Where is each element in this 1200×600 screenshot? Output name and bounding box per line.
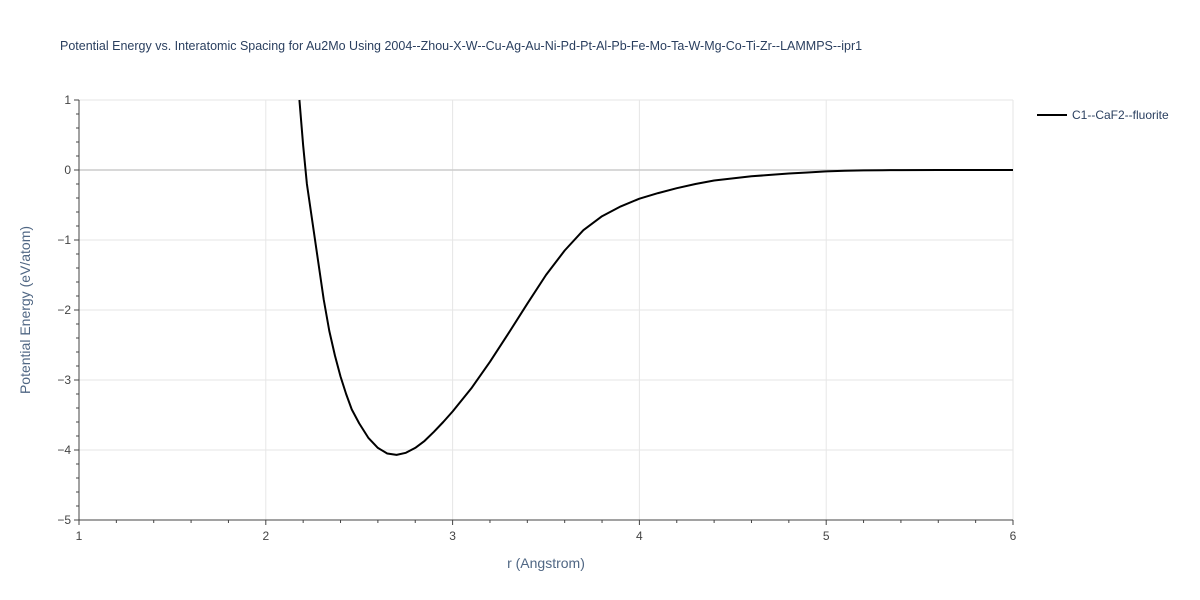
chart-title: Potential Energy vs. Interatomic Spacing…: [60, 39, 862, 53]
grid: [79, 99, 1014, 520]
y-tick-label: −4: [57, 443, 71, 457]
x-tick-label: 5: [823, 529, 830, 543]
y-axis-ticks: −5 −4 −3 −2 −1 0 1: [57, 93, 79, 527]
y-tick-label: −2: [57, 303, 71, 317]
legend[interactable]: C1--CaF2--fluorite: [1037, 108, 1169, 122]
x-tick-label: 3: [449, 529, 456, 543]
x-axis-title: r (Angstrom): [507, 555, 585, 571]
y-axis-title: Potential Energy (eV/atom): [17, 226, 33, 394]
x-tick-label: 6: [1010, 529, 1017, 543]
y-tick-label: −3: [57, 373, 71, 387]
plot-area: [298, 99, 1013, 456]
x-tick-label: 1: [76, 529, 83, 543]
x-tick-label: 4: [636, 529, 643, 543]
y-tick-label: 1: [64, 93, 71, 107]
legend-label: C1--CaF2--fluorite: [1072, 108, 1169, 122]
x-tick-label: 2: [262, 529, 269, 543]
y-tick-label: −1: [57, 233, 71, 247]
x-axis-ticks: 1 2 3 4 5 6: [76, 520, 1017, 543]
y-tick-label: 0: [64, 163, 71, 177]
y-tick-label: −5: [57, 513, 71, 527]
series-line: [298, 99, 1013, 456]
